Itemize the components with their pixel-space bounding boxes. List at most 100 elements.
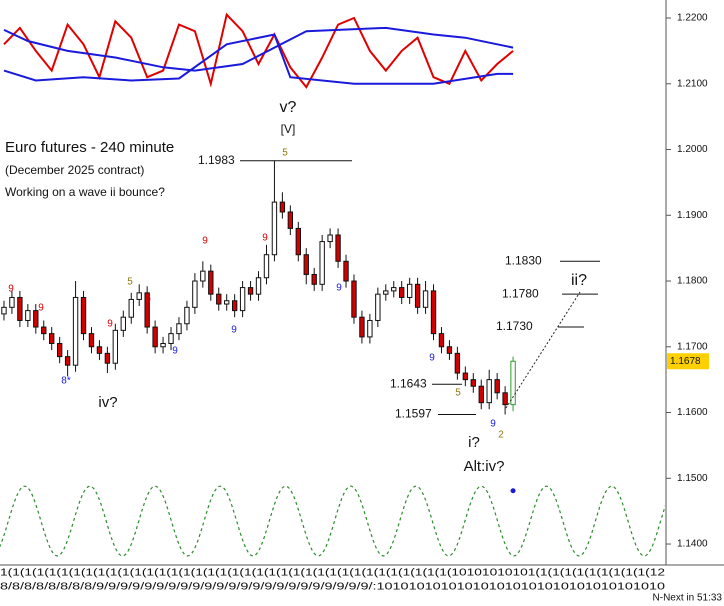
candle-body [231,300,238,312]
count-label: 9 [490,419,496,430]
candle-body [112,329,119,364]
cycle-marker [510,488,516,494]
candle-body [160,342,166,348]
count-label: 2 [498,430,504,441]
candle-body [176,323,182,335]
count-label: 9 [145,295,151,306]
candle-body [303,254,309,275]
candle-body [271,201,278,256]
wave-label: iv? [98,394,117,411]
count-label: 5 [455,388,461,399]
subtitle: (December 2025 contract) [5,163,144,177]
candle-body [168,333,174,344]
candle-body [49,333,55,344]
level-label: 1.1830 [505,253,542,267]
candle-body [295,227,301,256]
wave-label: v? [280,99,297,116]
candle-body [406,283,413,298]
candle-body [247,287,254,295]
level-label: 1.1983 [198,153,235,167]
candle-body [287,211,294,229]
count-label: 9 [107,319,113,330]
count-label: 9 [231,325,237,336]
candle-body [64,356,71,366]
candle-body [152,326,158,348]
count-label: 9 [8,284,14,295]
candle-body [367,319,373,338]
candle-body [239,287,246,312]
y-tick-label: 1.1800 [677,276,708,287]
y-tick-label: 1.2100 [677,78,708,89]
wave-label: Alt:iv? [464,458,505,475]
candle-body [192,280,198,308]
candle-body [462,372,469,381]
count-label: 5 [282,148,288,159]
candle-body [446,346,453,354]
level-label: 1.1597 [395,407,432,421]
y-tick-label: 1.1600 [677,407,708,418]
candle-body [502,392,508,406]
y-tick-label: 1.1500 [677,473,708,484]
projection-line [505,291,581,409]
candle-body [327,234,333,243]
count-label: 5 [127,277,133,288]
y-tick-label: 1.1400 [677,539,708,550]
candle-body [494,379,500,394]
candle-body [1,306,7,315]
last-price-label: 1.1678 [670,356,701,367]
candle-body [470,379,476,387]
candle-body [319,241,325,285]
x-axis-labels: 1(1(1(1(1(1(1(1(1(1(1(1(1(1(1(1(1(1(1(1(… [0,568,666,579]
candle-body [17,296,23,321]
subtitle: Working on a wave ii bounce? [5,185,165,199]
candle-body [96,346,103,354]
candle-body [279,201,286,213]
candle-body [478,385,484,404]
candle-body [136,292,142,300]
plot-area [0,12,665,557]
count-label: 9 [336,283,342,294]
candle-body [184,306,190,325]
candle-body [208,270,214,295]
candle-body [104,352,111,364]
candle-body [88,333,95,348]
x-axis-labels: 8/8/8/8/8/8/8/8/9/9/9/9/9/9/9/9/9/9/9/9/… [0,582,666,593]
level-label: 1.1780 [502,286,539,300]
level-label: 1.1643 [390,376,427,390]
candle-body [128,298,134,318]
candle-body [391,287,397,292]
count-label: 9 [429,353,435,364]
candle-body [216,293,222,305]
wave-label: ii? [571,272,587,289]
wave-label: i? [468,434,480,451]
candle-body [414,283,421,308]
indicator-line [3,12,514,89]
candle-body [375,293,381,321]
candle-body [335,234,341,262]
candle-body [422,290,429,308]
candle-body [359,316,365,338]
candle-body [383,290,389,295]
indicator-line [3,33,514,85]
candle-body [25,310,31,321]
candle-body [263,254,270,279]
candle-body [430,290,437,335]
indicator-line [3,26,514,72]
candle-body [80,296,87,335]
candle-body [351,280,357,318]
candle-body [120,316,126,331]
candle-body [144,292,150,328]
count-label: 9 [172,346,178,357]
candle-body [343,260,349,282]
candle-body [224,300,230,305]
next-bar-timer: N-Next in 51:33 [653,593,723,604]
candle-body [72,296,79,366]
y-tick-label: 1.1700 [677,341,708,352]
candle-body [510,360,516,406]
count-label: 8* [61,376,71,387]
candle-body [41,326,47,335]
y-tick-label: 1.1900 [677,210,708,221]
